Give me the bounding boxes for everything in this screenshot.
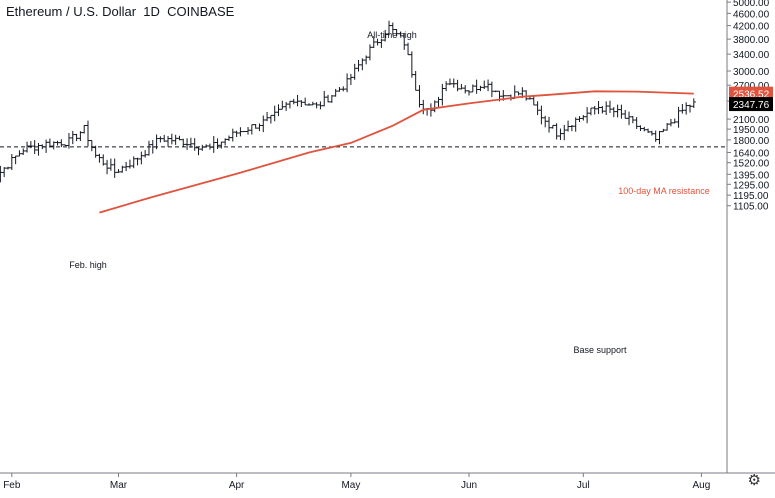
annotation-label: Feb. high [69, 260, 107, 270]
ma-line [99, 90, 694, 214]
y-tick-label: 1295.00 [733, 180, 770, 191]
y-tick-label: 4200.00 [733, 22, 770, 33]
annotation-label: All-time high [367, 30, 417, 40]
chart-title: Ethereum / U.S. Dollar 1D COINBASE [6, 4, 235, 19]
x-tick-label: May [341, 480, 360, 491]
x-tick-label: Jul [577, 480, 590, 491]
y-tick-label: 3000.00 [733, 67, 770, 78]
y-tick-label: 1950.00 [733, 125, 770, 136]
annotation-label: 100-day MA resistance [618, 186, 710, 196]
y-tick-label: 1195.00 [733, 191, 769, 202]
y-tick-label: 5000.00 [733, 0, 770, 9]
y-tick-label: 1520.00 [733, 159, 770, 170]
y-tick-label: 1395.00 [733, 170, 770, 181]
y-tick-label: 1105.00 [733, 202, 769, 213]
x-tick-label: Feb [3, 480, 21, 491]
x-tick-label: Apr [229, 480, 245, 491]
y-tick-label: 4600.00 [733, 9, 770, 20]
candles-group [0, 20, 696, 183]
x-tick-label: Jun [461, 480, 477, 491]
x-tick-label: Aug [693, 480, 711, 491]
annotation-label: Base support [573, 345, 627, 355]
y-tick-label: 3400.00 [733, 50, 770, 61]
y-tick-label: 1800.00 [733, 136, 770, 147]
y-tick-label: 2100.00 [733, 115, 770, 126]
y-tick-label: 1640.00 [733, 148, 770, 159]
x-tick-label: Mar [110, 480, 128, 491]
price-label-box [729, 97, 773, 112]
price-label: 2347.76 [733, 100, 770, 111]
gear-icon[interactable]: ⚙ [747, 472, 761, 489]
price-label: 2536.52 [733, 90, 770, 101]
y-tick-label: 3800.00 [733, 35, 770, 46]
